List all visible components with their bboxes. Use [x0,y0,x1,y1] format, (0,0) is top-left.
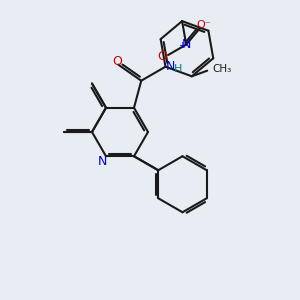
Text: +: + [178,41,185,50]
Text: O: O [157,50,167,63]
Text: N: N [166,60,175,73]
Text: N: N [182,38,191,51]
Text: CH₃: CH₃ [212,64,232,74]
Text: O: O [112,55,122,68]
Text: N: N [97,155,107,168]
Text: H: H [174,64,183,74]
Text: O⁻: O⁻ [196,20,211,31]
